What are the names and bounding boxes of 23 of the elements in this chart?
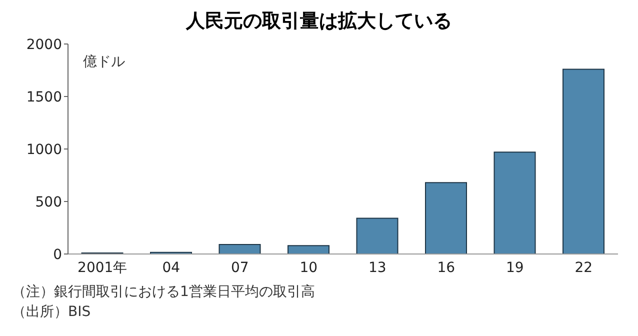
text: （注）銀行間取引における1営業日平均の取引高 [11, 283, 316, 302]
x-tick-label: 2001年 [78, 260, 128, 276]
x-tick-label: 13 [368, 260, 386, 276]
bar [425, 182, 467, 254]
x-tick-label: 10 [300, 260, 318, 276]
y-tick-label: 2000 [26, 36, 62, 53]
bar [288, 245, 330, 254]
chart-title: 人民元の取引量は拡大している [184, 9, 453, 34]
x-tick-label: 19 [506, 260, 524, 276]
y-tick-label: 1000 [26, 142, 62, 158]
x-tick-label: 04 [162, 260, 180, 276]
y-tick-label: 1500 [26, 89, 62, 106]
bar [562, 68, 604, 254]
x-tick-label: 16 [437, 260, 456, 276]
y-axis-title: 億ドル [83, 53, 125, 71]
bar [356, 218, 398, 254]
y-tick-label: 500 [35, 194, 62, 210]
x-tick-label: 22 [574, 260, 593, 276]
bar [218, 244, 261, 254]
x-tick-label: 07 [230, 260, 249, 276]
bar [494, 152, 536, 254]
text: （出所）BIS [11, 303, 92, 322]
y-tick-label: 0 [53, 246, 62, 263]
